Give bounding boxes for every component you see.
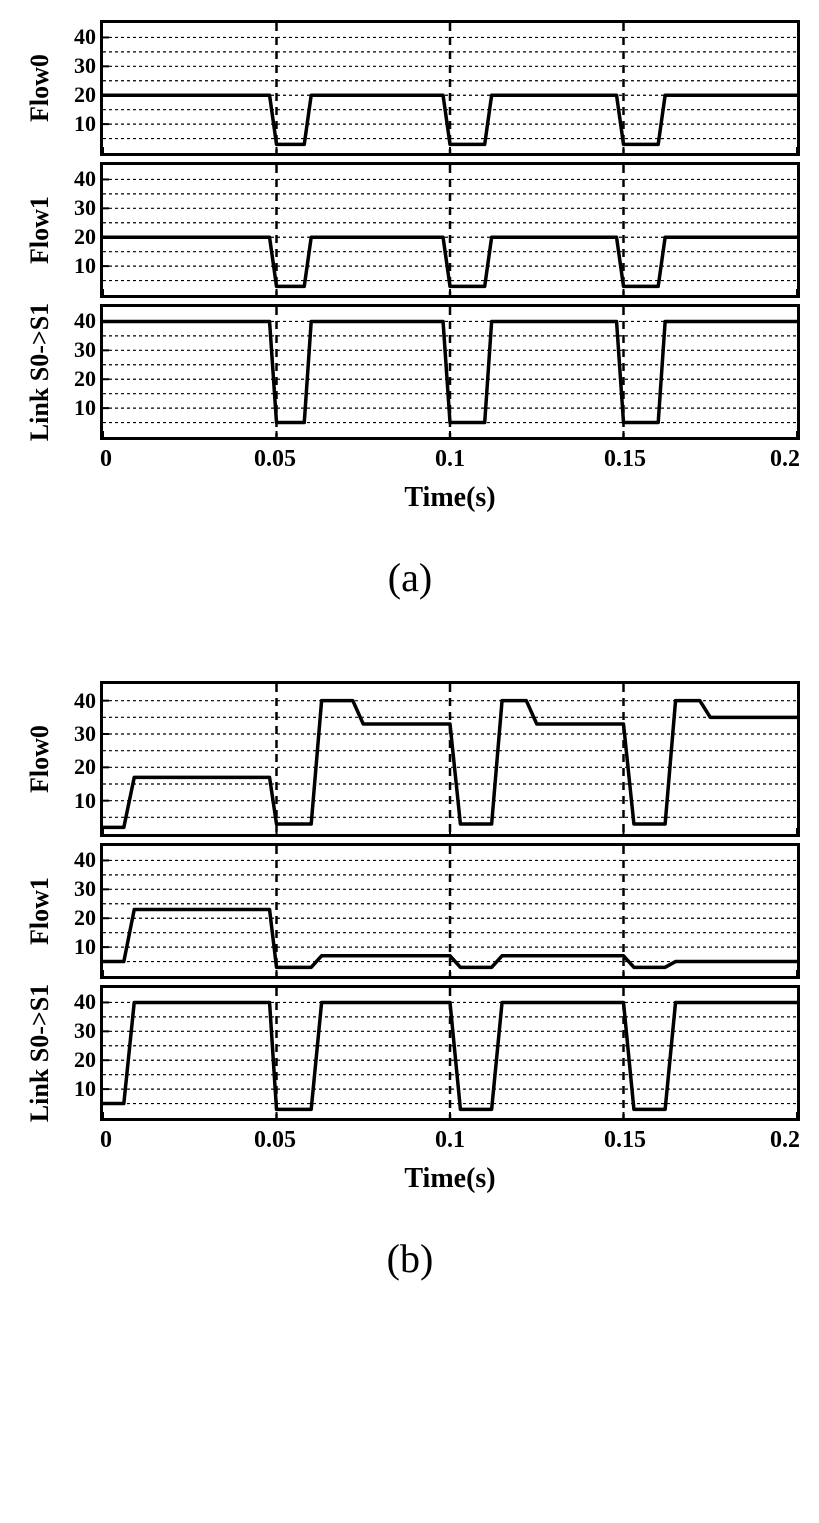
chart-panel: Flow0 10 20 30 40 bbox=[20, 20, 800, 156]
x-axis: 0 0.05 0.1 0.15 0.2 bbox=[100, 1127, 800, 1157]
y-axis-label-text: Flow1 bbox=[25, 877, 55, 945]
subfigure: Flow0 10 20 30 40 Flow1 10 20 30 40 Link S0->S1 10 2… bbox=[20, 20, 800, 514]
y-tick-label: 10 bbox=[74, 934, 96, 960]
y-tick-label: 30 bbox=[74, 1018, 96, 1044]
y-tick-label: 30 bbox=[74, 195, 96, 221]
plot-area bbox=[100, 20, 800, 156]
y-tick-label: 20 bbox=[74, 905, 96, 931]
chart-panel: Link S0->S1 10 20 30 40 bbox=[20, 985, 800, 1121]
y-tick-label: 20 bbox=[74, 224, 96, 250]
x-axis-row: 0 0.05 0.1 0.15 0.2 bbox=[20, 1127, 800, 1157]
y-axis-label-text: Link S0->S1 bbox=[25, 303, 55, 441]
y-tick-column: 10 20 30 40 bbox=[60, 843, 100, 979]
subfigure-caption: (a) bbox=[20, 554, 800, 601]
y-tick-label: 10 bbox=[74, 395, 96, 421]
y-tick-label: 20 bbox=[74, 1047, 96, 1073]
y-axis-label-text: Flow0 bbox=[25, 54, 55, 122]
y-tick-label: 20 bbox=[74, 82, 96, 108]
y-tick-label: 40 bbox=[74, 166, 96, 192]
plot-area bbox=[100, 162, 800, 298]
x-axis-label: Time(s) bbox=[100, 482, 800, 514]
y-tick-label: 10 bbox=[74, 253, 96, 279]
y-tick-label: 20 bbox=[74, 366, 96, 392]
chart-panel: Flow1 10 20 30 40 bbox=[20, 162, 800, 298]
y-axis-label-text: Flow1 bbox=[25, 196, 55, 264]
y-tick-label: 40 bbox=[74, 989, 96, 1015]
y-tick-label: 40 bbox=[74, 847, 96, 873]
y-tick-label: 30 bbox=[74, 53, 96, 79]
y-tick-column: 10 20 30 40 bbox=[60, 681, 100, 837]
x-axis-label: Time(s) bbox=[100, 1163, 800, 1195]
x-tick-label: 0.15 bbox=[604, 1127, 646, 1154]
y-axis-label: Flow0 bbox=[20, 681, 60, 837]
x-tick-label: 0.15 bbox=[604, 446, 646, 473]
y-axis-label: Flow1 bbox=[20, 843, 60, 979]
x-tick-label: 0.05 bbox=[254, 446, 296, 473]
x-tick-label: 0.1 bbox=[435, 446, 465, 473]
subfigure: Flow0 10 20 30 40 Flow1 10 20 30 40 Link S0->S1 10 2… bbox=[20, 681, 800, 1195]
y-axis-label: Flow1 bbox=[20, 162, 60, 298]
y-axis-label: Link S0->S1 bbox=[20, 985, 60, 1121]
y-tick-label: 30 bbox=[74, 337, 96, 363]
y-tick-label: 10 bbox=[74, 788, 96, 814]
chart-panel: Flow1 10 20 30 40 bbox=[20, 843, 800, 979]
x-tick-label: 0.2 bbox=[770, 1127, 800, 1154]
chart-panel: Link S0->S1 10 20 30 40 bbox=[20, 304, 800, 440]
y-tick-label: 10 bbox=[74, 1076, 96, 1102]
y-axis-label: Link S0->S1 bbox=[20, 304, 60, 440]
x-tick-label: 0.05 bbox=[254, 1127, 296, 1154]
plot-area bbox=[100, 304, 800, 440]
x-axis: 0 0.05 0.1 0.15 0.2 bbox=[100, 446, 800, 476]
chart-panel: Flow0 10 20 30 40 bbox=[20, 681, 800, 837]
y-tick-column: 10 20 30 40 bbox=[60, 985, 100, 1121]
y-axis-label: Flow0 bbox=[20, 20, 60, 156]
y-tick-label: 20 bbox=[74, 754, 96, 780]
y-axis-label-text: Flow0 bbox=[25, 725, 55, 793]
y-tick-label: 30 bbox=[74, 721, 96, 747]
y-tick-label: 40 bbox=[74, 24, 96, 50]
y-tick-column: 10 20 30 40 bbox=[60, 304, 100, 440]
y-tick-column: 10 20 30 40 bbox=[60, 20, 100, 156]
plot-area bbox=[100, 681, 800, 837]
x-tick-label: 0.1 bbox=[435, 1127, 465, 1154]
x-tick-label: 0 bbox=[100, 446, 112, 473]
y-tick-label: 40 bbox=[74, 308, 96, 334]
y-tick-column: 10 20 30 40 bbox=[60, 162, 100, 298]
plot-area bbox=[100, 985, 800, 1121]
y-tick-label: 10 bbox=[74, 111, 96, 137]
plot-area bbox=[100, 843, 800, 979]
x-axis-row: 0 0.05 0.1 0.15 0.2 bbox=[20, 446, 800, 476]
subfigure-caption: (b) bbox=[20, 1235, 800, 1282]
x-tick-label: 0 bbox=[100, 1127, 112, 1154]
y-tick-label: 40 bbox=[74, 688, 96, 714]
y-tick-label: 30 bbox=[74, 876, 96, 902]
x-tick-label: 0.2 bbox=[770, 446, 800, 473]
y-axis-label-text: Link S0->S1 bbox=[25, 984, 55, 1122]
